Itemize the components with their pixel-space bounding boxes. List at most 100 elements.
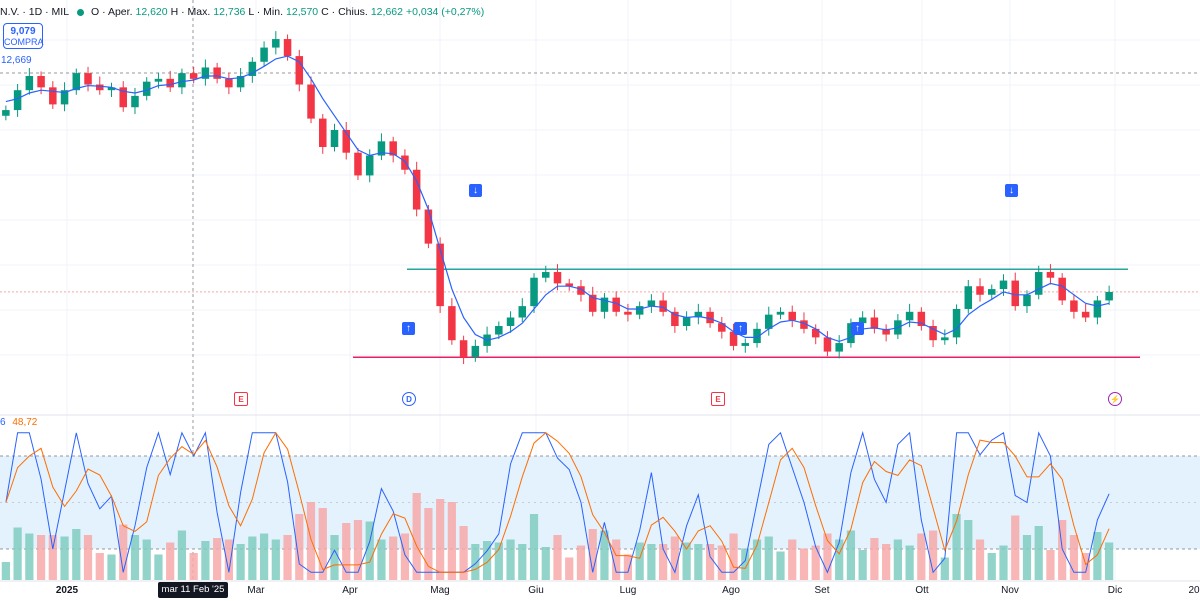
time-axis-label: Lug bbox=[619, 585, 637, 596]
candle-body bbox=[624, 311, 632, 315]
ma-readout: 12,669 bbox=[0, 55, 33, 66]
change-value: +0,034 (+0,27%) bbox=[405, 6, 485, 18]
candle-body bbox=[319, 118, 327, 148]
news-event-icon[interactable]: ⚡ bbox=[1108, 392, 1122, 406]
volume-bar bbox=[928, 530, 938, 580]
volume-bar bbox=[518, 544, 527, 580]
volume-bar bbox=[612, 539, 621, 580]
volume-bar bbox=[1046, 550, 1055, 580]
volume-bar bbox=[870, 538, 879, 580]
candle-body bbox=[142, 81, 151, 96]
time-axis-label: 20 bbox=[1188, 585, 1200, 596]
candle-body bbox=[682, 317, 691, 327]
candle-body bbox=[858, 317, 867, 324]
volume-bar bbox=[553, 535, 562, 580]
volume-bar bbox=[224, 539, 233, 580]
candle-body bbox=[448, 306, 456, 341]
candle-body bbox=[495, 326, 503, 335]
volume-bar bbox=[1069, 535, 1079, 580]
buy-price: 9,079 bbox=[10, 26, 36, 37]
candle-body bbox=[647, 300, 656, 307]
earnings-event-icon[interactable]: E bbox=[234, 392, 248, 406]
volume-bar bbox=[471, 544, 480, 580]
sell-signal-arrow-icon[interactable]: ↓ bbox=[1005, 184, 1018, 197]
time-axis-label: 2025 bbox=[55, 585, 79, 596]
buy-signal-arrow-icon[interactable]: ↑ bbox=[402, 322, 415, 335]
close-label: C · Chius. bbox=[321, 6, 368, 18]
candle-body bbox=[295, 56, 304, 85]
volume-bar bbox=[154, 554, 163, 580]
candle-body bbox=[401, 155, 409, 170]
candle-body bbox=[800, 320, 808, 329]
sell-signal-arrow-icon[interactable]: ↓ bbox=[469, 184, 482, 197]
buy-signal-arrow-icon[interactable]: ↑ bbox=[851, 322, 864, 335]
candle-body bbox=[530, 277, 538, 307]
volume-bar bbox=[987, 553, 996, 580]
candle-body bbox=[283, 39, 292, 57]
candle-body bbox=[213, 67, 221, 79]
candle-body bbox=[729, 331, 738, 346]
volume-bar bbox=[436, 499, 445, 580]
candle-body bbox=[999, 280, 1008, 290]
volume-bar bbox=[342, 523, 351, 580]
volume-bar bbox=[717, 545, 726, 580]
candle-body bbox=[1081, 311, 1090, 318]
candle-body bbox=[436, 243, 444, 307]
open-value: 12,620 bbox=[135, 6, 168, 18]
volume-bar bbox=[670, 536, 679, 580]
candle-body bbox=[365, 155, 374, 176]
volume-bar bbox=[142, 539, 151, 580]
candle-body bbox=[1034, 272, 1043, 295]
candle-body bbox=[706, 311, 714, 324]
candle-body bbox=[870, 317, 879, 329]
candle-body bbox=[1058, 277, 1066, 301]
volume-bar bbox=[882, 544, 891, 580]
volume-bar bbox=[940, 557, 949, 580]
volume-bar bbox=[330, 535, 339, 580]
candle-body bbox=[588, 294, 597, 312]
volume-bar bbox=[741, 548, 750, 580]
open-label: O · Aper. bbox=[91, 6, 133, 18]
volume-bar bbox=[201, 541, 210, 580]
moving-average-line bbox=[5, 55, 1110, 343]
buy-button[interactable]: 9,079 COMPRA bbox=[3, 23, 44, 49]
volume-bar bbox=[1105, 542, 1114, 580]
time-axis-label: Nov bbox=[1001, 585, 1019, 596]
earnings-event-icon[interactable]: E bbox=[711, 392, 725, 406]
buy-signal-arrow-icon[interactable]: ↑ bbox=[734, 322, 747, 335]
volume-bar bbox=[119, 524, 128, 580]
candle-body bbox=[882, 328, 890, 335]
volume-bar bbox=[600, 530, 609, 580]
candle-body bbox=[330, 129, 339, 148]
symbol-label[interactable]: N.V. · 1D · MIL bbox=[0, 6, 70, 18]
volume-bar bbox=[36, 535, 46, 580]
volume-bar bbox=[659, 544, 668, 580]
candle-body bbox=[941, 337, 949, 341]
high-label: H · Max. bbox=[170, 6, 211, 18]
dividend-event-icon[interactable]: D bbox=[402, 392, 416, 406]
volume-bar bbox=[1034, 526, 1043, 580]
volume-bar bbox=[529, 514, 539, 580]
candle-body bbox=[248, 61, 257, 76]
volume-bar bbox=[494, 542, 503, 580]
volume-bar bbox=[60, 536, 69, 580]
volume-bar bbox=[506, 539, 515, 580]
volume-bar bbox=[83, 535, 93, 580]
candle-body bbox=[225, 78, 233, 88]
candle-body bbox=[988, 289, 996, 295]
volume-bar bbox=[623, 554, 633, 580]
volume-bar bbox=[1022, 535, 1032, 580]
time-axis-label: Ott bbox=[915, 585, 929, 596]
time-axis-label: Mag bbox=[430, 585, 450, 596]
candle-body bbox=[1023, 294, 1031, 307]
volume-bar bbox=[189, 553, 198, 580]
candle-body bbox=[905, 311, 914, 321]
volume-bar bbox=[424, 508, 433, 580]
volume-bar bbox=[177, 530, 187, 580]
volume-bar bbox=[1, 562, 10, 580]
buy-label: COMPRA bbox=[4, 37, 44, 47]
volume-bar bbox=[541, 547, 550, 580]
candle-body bbox=[811, 328, 820, 338]
